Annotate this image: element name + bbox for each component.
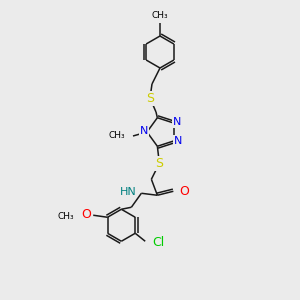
Text: CH₃: CH₃: [58, 212, 74, 221]
Text: S: S: [146, 92, 154, 104]
Text: CH₃: CH₃: [108, 131, 125, 140]
Text: CH₃: CH₃: [152, 11, 168, 20]
Text: N: N: [173, 117, 181, 127]
Text: O: O: [82, 208, 92, 221]
Text: S: S: [155, 157, 164, 170]
Text: Cl: Cl: [152, 236, 164, 249]
Text: O: O: [179, 185, 189, 198]
Text: N: N: [174, 136, 182, 146]
Text: HN: HN: [120, 187, 136, 197]
Text: N: N: [140, 126, 148, 136]
